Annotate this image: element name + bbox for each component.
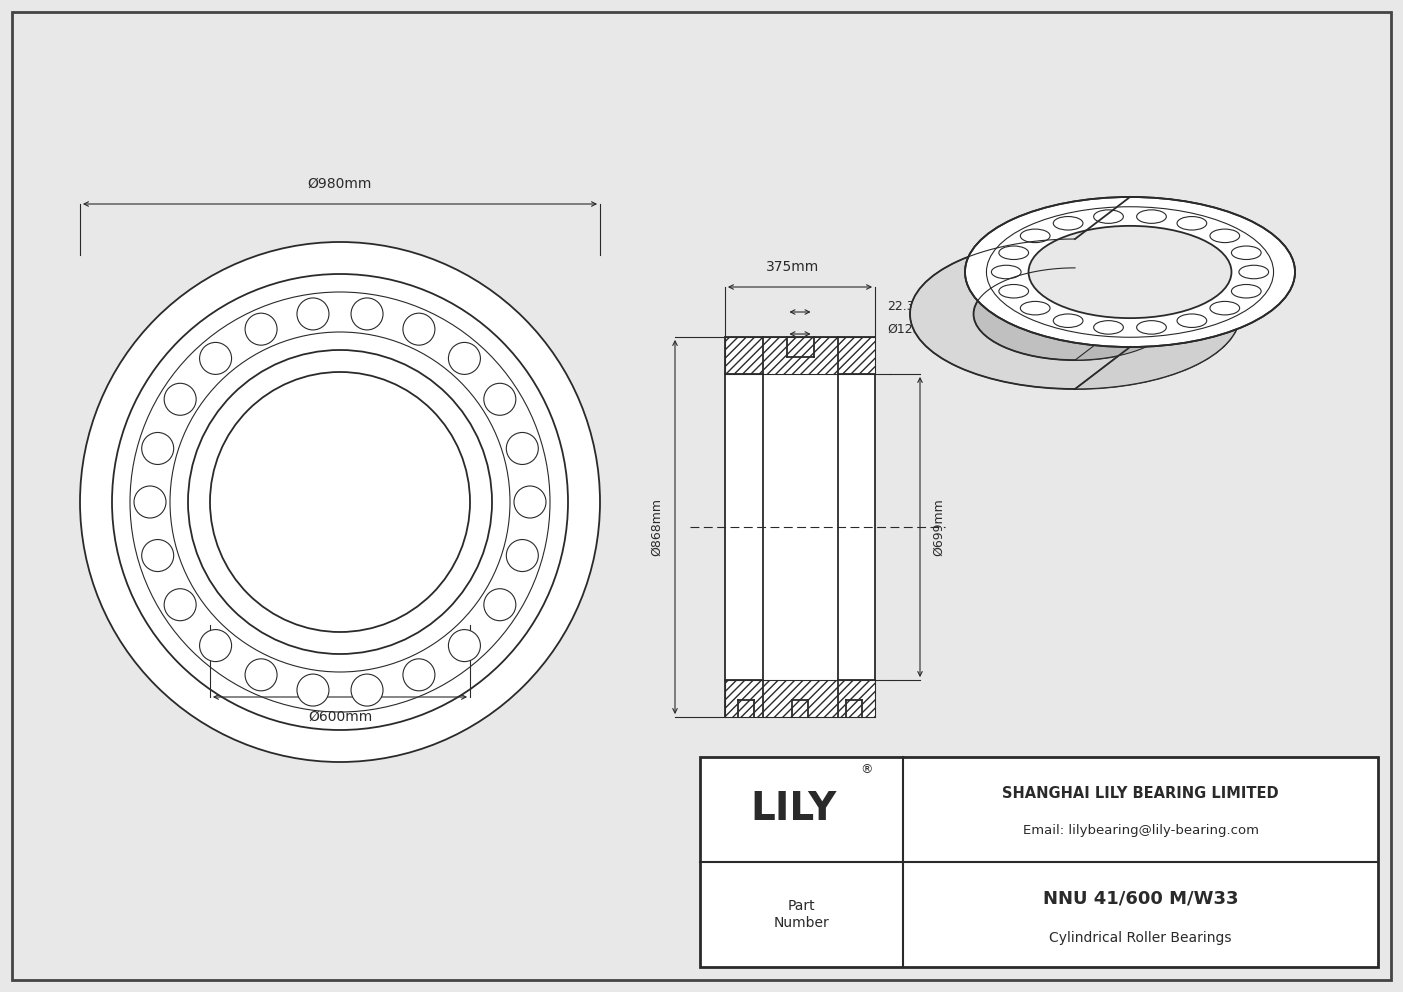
- Ellipse shape: [911, 239, 1240, 389]
- Circle shape: [403, 659, 435, 690]
- Circle shape: [112, 274, 568, 730]
- Ellipse shape: [1020, 229, 1049, 243]
- Circle shape: [351, 298, 383, 330]
- Circle shape: [210, 372, 470, 632]
- Circle shape: [199, 630, 231, 662]
- Ellipse shape: [974, 268, 1177, 360]
- Ellipse shape: [1177, 313, 1207, 327]
- Ellipse shape: [1094, 320, 1124, 334]
- Ellipse shape: [1136, 210, 1166, 223]
- Ellipse shape: [1136, 320, 1166, 334]
- Ellipse shape: [1239, 265, 1268, 279]
- Ellipse shape: [992, 265, 1021, 279]
- Circle shape: [506, 433, 539, 464]
- Polygon shape: [1075, 197, 1295, 389]
- Circle shape: [246, 659, 276, 690]
- Text: 22.3mm: 22.3mm: [887, 301, 939, 313]
- Bar: [725, 337, 875, 717]
- Circle shape: [484, 588, 516, 621]
- Bar: [725, 680, 875, 717]
- Circle shape: [188, 350, 492, 654]
- Circle shape: [142, 433, 174, 464]
- Circle shape: [403, 313, 435, 345]
- Circle shape: [506, 540, 539, 571]
- Text: Ø12mm: Ø12mm: [887, 322, 937, 335]
- Circle shape: [351, 675, 383, 706]
- Ellipse shape: [1209, 302, 1240, 314]
- Circle shape: [297, 298, 328, 330]
- Text: Cylindrical Roller Bearings: Cylindrical Roller Bearings: [1049, 930, 1232, 944]
- Ellipse shape: [999, 246, 1028, 260]
- Ellipse shape: [1209, 229, 1240, 243]
- Text: 375mm: 375mm: [766, 260, 819, 274]
- Circle shape: [246, 313, 276, 345]
- Ellipse shape: [1094, 210, 1124, 223]
- Circle shape: [135, 486, 166, 518]
- Text: Ø868mm: Ø868mm: [650, 498, 664, 556]
- Ellipse shape: [1177, 216, 1207, 230]
- Text: Ø980mm: Ø980mm: [307, 177, 372, 191]
- Circle shape: [513, 486, 546, 518]
- Ellipse shape: [1054, 313, 1083, 327]
- Ellipse shape: [999, 285, 1028, 298]
- Circle shape: [449, 630, 480, 662]
- Text: Ø600mm: Ø600mm: [307, 710, 372, 724]
- Bar: [725, 337, 875, 374]
- Text: LILY: LILY: [751, 791, 836, 828]
- Text: Ø699mm: Ø699mm: [932, 498, 946, 556]
- Circle shape: [484, 383, 516, 416]
- Ellipse shape: [1028, 226, 1232, 318]
- Circle shape: [80, 242, 600, 762]
- Ellipse shape: [1054, 216, 1083, 230]
- Circle shape: [142, 540, 174, 571]
- Ellipse shape: [1232, 285, 1261, 298]
- Ellipse shape: [965, 197, 1295, 347]
- Circle shape: [164, 588, 196, 621]
- Text: Part
Number: Part Number: [774, 900, 829, 930]
- Bar: [700, 757, 1378, 967]
- Polygon shape: [1075, 226, 1232, 360]
- Text: Email: lilybearing@lily-bearing.com: Email: lilybearing@lily-bearing.com: [1023, 824, 1258, 837]
- Ellipse shape: [1020, 302, 1049, 314]
- Circle shape: [297, 675, 328, 706]
- Circle shape: [449, 342, 480, 374]
- Circle shape: [164, 383, 196, 416]
- Text: ®: ®: [860, 763, 873, 776]
- Ellipse shape: [1232, 246, 1261, 260]
- Text: NNU 41/600 M/W33: NNU 41/600 M/W33: [1042, 890, 1239, 908]
- Text: SHANGHAI LILY BEARING LIMITED: SHANGHAI LILY BEARING LIMITED: [1002, 787, 1280, 802]
- Circle shape: [199, 342, 231, 374]
